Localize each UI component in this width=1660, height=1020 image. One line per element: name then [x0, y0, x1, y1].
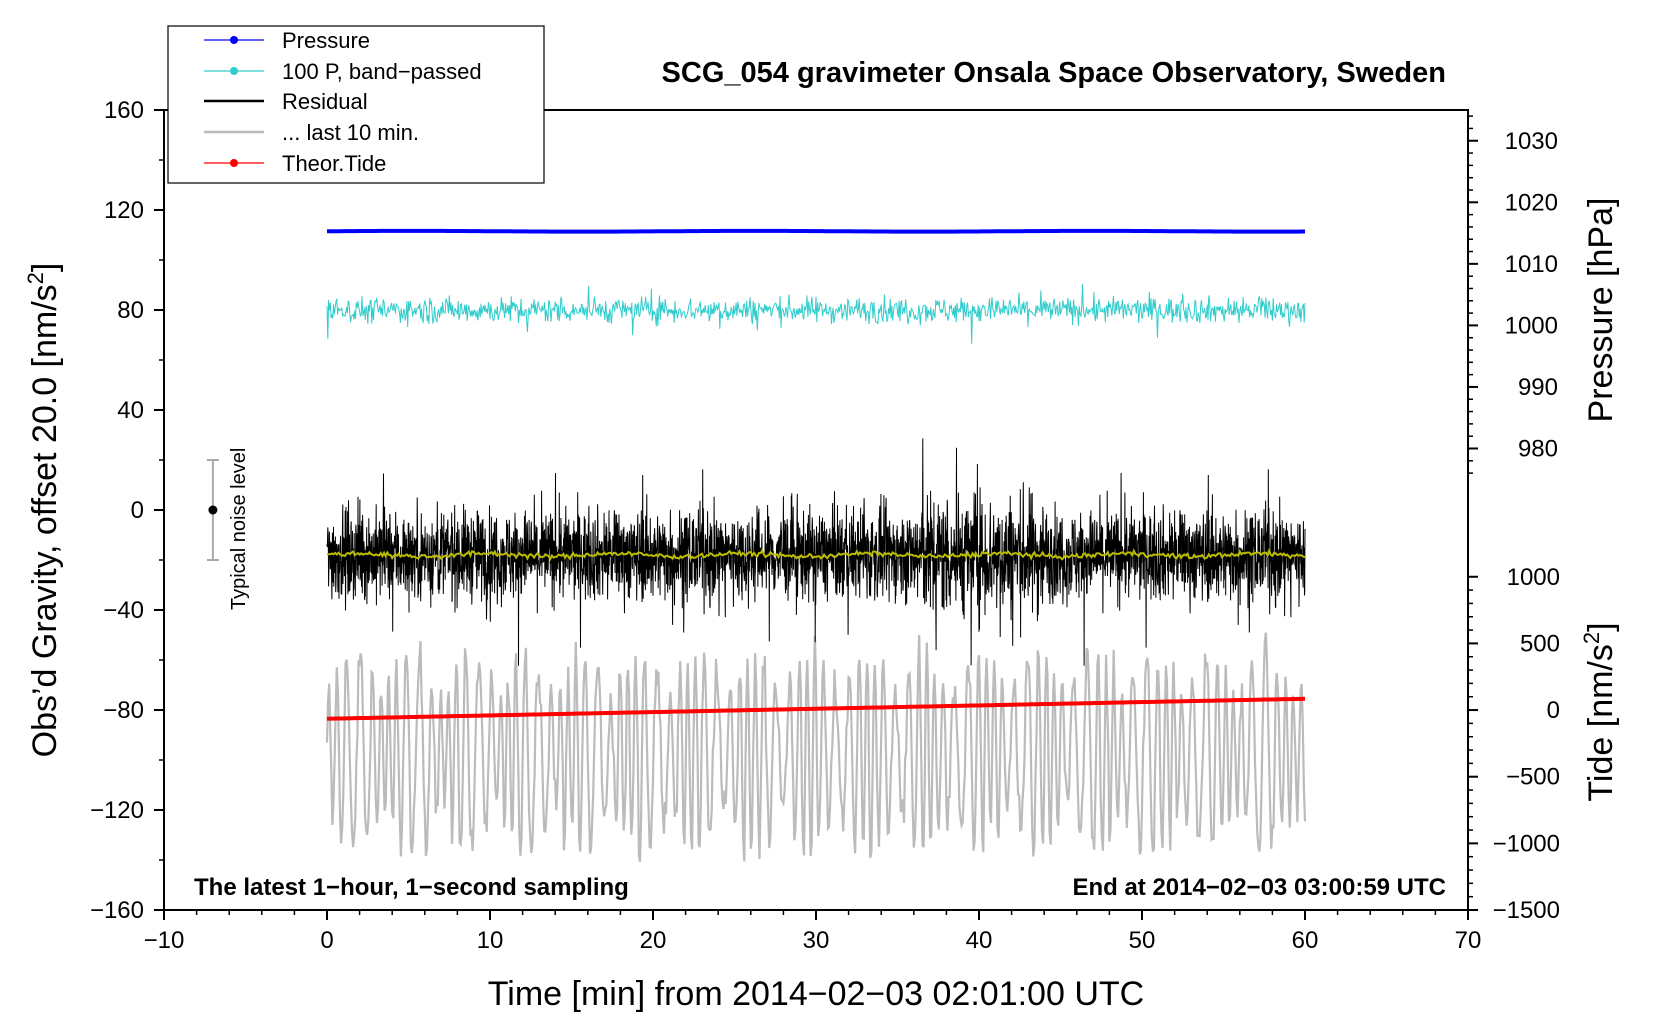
x-axis-title: Time [min] from 2014−02−03 02:01:00 UTC	[488, 975, 1144, 1013]
legend-swatch-dot	[230, 159, 238, 167]
y-left-tick-label: 160	[104, 97, 144, 124]
x-tick-label: 70	[1455, 927, 1482, 954]
noise-level-label: Typical noise level	[228, 448, 250, 610]
y-axis-tide-title-sup: 2	[1579, 632, 1604, 644]
y-left-tick-label: −80	[103, 697, 144, 724]
y-left-tick-label: 80	[117, 297, 144, 324]
series-last-10-min	[325, 632, 1307, 862]
chart-title: SCG_054 gravimeter Onsala Space Observat…	[662, 57, 1446, 89]
y-pressure-tick-label: 1010	[1505, 251, 1558, 278]
series-line-pressure-bandpassed	[326, 284, 1306, 344]
x-tick-label: 20	[640, 927, 667, 954]
y-axis-left-title-main: Obs’d Gravity, offset 20.0 [nm/s	[26, 284, 64, 757]
series-theor-tide	[326, 696, 1306, 721]
series-pressure	[326, 228, 1305, 234]
y-pressure-tick-label: 980	[1518, 436, 1558, 463]
y-pressure-tick-label: 990	[1518, 374, 1558, 401]
annotation-latest-hour: The latest 1−hour, 1−second sampling	[194, 874, 629, 901]
x-tick-label: 50	[1129, 927, 1156, 954]
series-line-residual-smoothed	[326, 547, 1306, 562]
y-pressure-tick-label: 1020	[1505, 189, 1558, 216]
series-residual-smoothed	[326, 547, 1306, 562]
series-line-residual	[326, 438, 1306, 666]
legend-box	[167, 25, 545, 184]
series-line-theor-tide	[326, 696, 1306, 721]
x-tick-label: 0	[320, 927, 333, 954]
x-axis: −10 0 10 20 30 40 50 60 70	[144, 910, 1482, 954]
annotation-end-time: End at 2014−02−03 03:00:59 UTC	[1072, 874, 1446, 901]
legend-label-last-10-min: ... last 10 min.	[282, 120, 419, 145]
legend-label-bandpassed: 100 P, band−passed	[282, 59, 482, 84]
series-line-last-10-min	[325, 632, 1307, 862]
legend-label-residual: Residual	[282, 89, 368, 114]
series-pressure-bandpassed	[326, 284, 1306, 344]
y-tide-tick-label: −500	[1506, 764, 1560, 791]
legend-label-pressure: Pressure	[282, 28, 370, 53]
y-tide-tick-label: 500	[1520, 630, 1560, 657]
y-tide-tick-label: −1000	[1493, 830, 1560, 857]
y-left-tick-label: −160	[90, 897, 144, 924]
legend-swatch-dot	[230, 36, 238, 44]
y-tide-tick-label: 0	[1547, 697, 1560, 724]
legend-swatch-dot	[230, 67, 238, 75]
series-residual	[326, 438, 1306, 666]
noise-level-bar	[206, 459, 219, 561]
y-axis-tide-title-end: ]	[1582, 622, 1620, 631]
x-tick-label: −10	[144, 927, 185, 954]
y-left-tick-label: 0	[131, 497, 144, 524]
y-tide-tick-label: −1500	[1493, 897, 1560, 924]
y-axis-left-title: Obs’d Gravity, offset 20.0 [nm/s2]	[23, 263, 64, 758]
legend-label-theor-tide: Theor.Tide	[282, 151, 386, 176]
y-left-tick-label: 40	[117, 397, 144, 424]
x-tick-label: 40	[966, 927, 993, 954]
y-axis-left: 160 120 80 40 0 −40 −80 −120 −160	[90, 97, 164, 924]
noise-bar-point	[208, 505, 218, 515]
y-pressure-tick-label: 1000	[1505, 312, 1558, 339]
x-tick-label: 30	[803, 927, 830, 954]
legend: Pressure 100 P, band−passed Residual ...…	[167, 25, 545, 184]
y-axis-tide-title-main: Tide [nm/s	[1582, 644, 1620, 801]
y-left-tick-label: −40	[103, 597, 144, 624]
y-pressure-tick-label: 1030	[1505, 128, 1558, 155]
y-left-tick-label: −120	[90, 797, 144, 824]
y-tide-tick-label: 1000	[1507, 564, 1560, 591]
y-axis-tide-title: Tide [nm/s2]	[1579, 622, 1620, 801]
y-left-tick-label: 120	[104, 197, 144, 224]
x-tick-label: 60	[1292, 927, 1319, 954]
y-axis-tide: 1000 500 0 −500 −1000 −1500	[1468, 564, 1560, 924]
x-tick-label: 10	[477, 927, 504, 954]
y-axis-pressure-title: Pressure [hPa]	[1582, 198, 1620, 423]
y-axis-pressure: 1030 1020 1010 1000 990 980	[1468, 115, 1558, 474]
y-axis-left-title-sup: 2	[23, 272, 48, 284]
y-axis-left-title-end: ]	[26, 263, 64, 272]
series-line-pressure	[326, 228, 1305, 234]
